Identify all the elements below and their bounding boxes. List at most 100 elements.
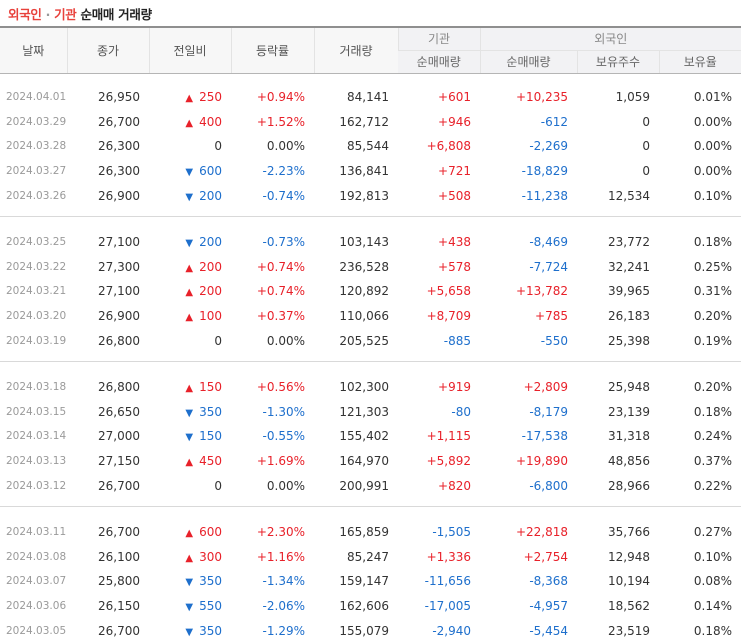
volume-cell: 85,544 bbox=[347, 139, 389, 154]
foreign-net-cell: +10,235 bbox=[515, 90, 568, 105]
triangle-up-icon: ▲ bbox=[185, 528, 194, 540]
table-row: 2024.03.19 26,800 0 0.00% 205,525 -885 -550 25,… bbox=[0, 328, 741, 353]
ratio-cell: 0.10% bbox=[693, 188, 733, 203]
table-row: 2024.03.06 26,150 ▼ 550 -2.06% 162,606 -17,005… bbox=[0, 594, 741, 619]
ratio-cell: 0.24% bbox=[693, 429, 733, 444]
change-cell: ▼ 350 bbox=[149, 569, 231, 594]
rate-cell: -1.30% bbox=[262, 404, 305, 419]
triangle-up-icon: ▲ bbox=[185, 262, 194, 274]
change-cell: ▼ 200 bbox=[149, 183, 231, 208]
date-cell: 2024.03.27 bbox=[6, 165, 67, 178]
foreign-net-cell: +2,754 bbox=[523, 549, 568, 564]
ratio-cell: 0.10% bbox=[693, 549, 733, 564]
volume-cell: 84,141 bbox=[347, 90, 389, 105]
table-row: 2024.03.27 26,300 ▼ 600 -2.23% 136,841 +721 -18… bbox=[0, 159, 741, 184]
header-institution: 기관 bbox=[397, 26, 480, 51]
foreign-net-cell: -8,469 bbox=[529, 235, 568, 250]
inst-net-cell: +438 bbox=[438, 235, 471, 250]
rate-cell: +1.52% bbox=[256, 114, 305, 129]
volume-cell: 85,247 bbox=[347, 549, 389, 564]
inst-net-cell: -80 bbox=[451, 404, 471, 419]
table-row: 2024.03.18 26,800 ▲ 150 +0.56% 102,300 +919 +2,… bbox=[0, 375, 741, 400]
holdings-cell: 0 bbox=[642, 164, 650, 179]
change-cell: ▼ 200 bbox=[149, 230, 231, 255]
change-value: 350 bbox=[199, 404, 222, 419]
volume-cell: 236,528 bbox=[339, 259, 389, 274]
volume-cell: 200,991 bbox=[339, 478, 389, 493]
close-cell: 25,800 bbox=[98, 574, 140, 589]
table-row: 2024.03.21 27,100 ▲ 200 +0.74% 120,892 +5,658 +… bbox=[0, 279, 741, 304]
ratio-cell: 0.20% bbox=[693, 380, 733, 395]
foreign-net-cell: +22,818 bbox=[515, 525, 568, 540]
inst-net-cell: +6,808 bbox=[426, 139, 471, 154]
ratio-cell: 0.37% bbox=[693, 454, 733, 469]
rate-cell: +0.56% bbox=[256, 380, 305, 395]
close-cell: 26,950 bbox=[98, 90, 140, 105]
header-rate: 등락률 bbox=[230, 26, 314, 74]
foreign-net-cell: -17,538 bbox=[521, 429, 568, 444]
rate-cell: -0.55% bbox=[262, 429, 305, 444]
date-cell: 2024.03.28 bbox=[6, 140, 67, 153]
rate-cell: +0.74% bbox=[256, 284, 305, 299]
volume-cell: 162,606 bbox=[339, 598, 389, 613]
rate-cell: +0.37% bbox=[256, 309, 305, 324]
rate-cell: +0.94% bbox=[256, 90, 305, 105]
ratio-cell: 0.22% bbox=[693, 478, 733, 493]
rate-cell: -0.74% bbox=[262, 188, 305, 203]
header-ratio: 보유율 bbox=[658, 50, 741, 74]
rate-cell: 0.00% bbox=[266, 139, 305, 154]
ratio-cell: 0.18% bbox=[693, 235, 733, 250]
foreign-net-cell: -612 bbox=[540, 114, 568, 129]
table-row: 2024.03.29 26,700 ▲ 400 +1.52% 162,712 +946 -61… bbox=[0, 110, 741, 135]
change-cell: ▲ 250 bbox=[149, 85, 231, 110]
holdings-cell: 18,562 bbox=[608, 598, 650, 613]
date-cell: 2024.03.19 bbox=[6, 334, 67, 347]
date-cell: 2024.03.18 bbox=[6, 381, 67, 394]
inst-net-cell: +820 bbox=[438, 478, 471, 493]
foreign-net-cell: +785 bbox=[535, 309, 568, 324]
holdings-cell: 12,534 bbox=[608, 188, 650, 203]
inst-net-cell: +5,658 bbox=[426, 284, 471, 299]
holdings-cell: 10,194 bbox=[608, 574, 650, 589]
rate-cell: -1.34% bbox=[262, 574, 305, 589]
triangle-up-icon: ▲ bbox=[185, 287, 194, 299]
date-cell: 2024.03.15 bbox=[6, 405, 67, 418]
change-value: 200 bbox=[199, 235, 222, 250]
change-value: 200 bbox=[199, 284, 222, 299]
change-value: 150 bbox=[199, 429, 222, 444]
triangle-down-icon: ▼ bbox=[185, 191, 194, 203]
group-divider bbox=[0, 352, 741, 363]
inst-net-cell: +946 bbox=[438, 114, 471, 129]
change-cell: ▲ 300 bbox=[149, 545, 231, 570]
triangle-up-icon: ▲ bbox=[185, 117, 194, 129]
triangle-up-icon: ▲ bbox=[185, 383, 194, 395]
date-cell: 2024.03.07 bbox=[6, 575, 67, 588]
change-cell: ▲ 200 bbox=[149, 279, 231, 304]
change-cell: 0 bbox=[149, 473, 231, 498]
table-row: 2024.03.08 26,100 ▲ 300 +1.16% 85,247 +1,336 +2… bbox=[0, 545, 741, 570]
header-close: 종가 bbox=[66, 26, 149, 74]
rate-cell: +0.74% bbox=[256, 259, 305, 274]
rate-cell: -1.29% bbox=[262, 623, 305, 638]
date-cell: 2024.03.14 bbox=[6, 430, 67, 443]
close-cell: 27,300 bbox=[98, 259, 140, 274]
date-cell: 2024.03.20 bbox=[6, 310, 67, 323]
change-value: 600 bbox=[199, 525, 222, 540]
date-cell: 2024.03.08 bbox=[6, 550, 67, 563]
table-body: 2024.04.01 26,950 ▲ 250 +0.94% 84,141 +601 +10,… bbox=[0, 73, 741, 639]
ratio-cell: 0.08% bbox=[693, 574, 733, 589]
rate-cell: -0.73% bbox=[262, 235, 305, 250]
volume-cell: 165,859 bbox=[339, 525, 389, 540]
holdings-cell: 23,519 bbox=[608, 623, 650, 638]
volume-cell: 110,066 bbox=[339, 309, 389, 324]
rate-cell: -2.06% bbox=[262, 598, 305, 613]
foreign-net-cell: -7,724 bbox=[529, 259, 568, 274]
header-foreign: 외국인 bbox=[479, 26, 741, 51]
holdings-cell: 25,948 bbox=[608, 380, 650, 395]
inst-net-cell: +508 bbox=[438, 188, 471, 203]
group-spacer bbox=[0, 362, 741, 375]
ratio-cell: 0.00% bbox=[693, 139, 733, 154]
change-value: 350 bbox=[199, 574, 222, 589]
inst-net-cell: +721 bbox=[438, 164, 471, 179]
volume-cell: 136,841 bbox=[339, 164, 389, 179]
